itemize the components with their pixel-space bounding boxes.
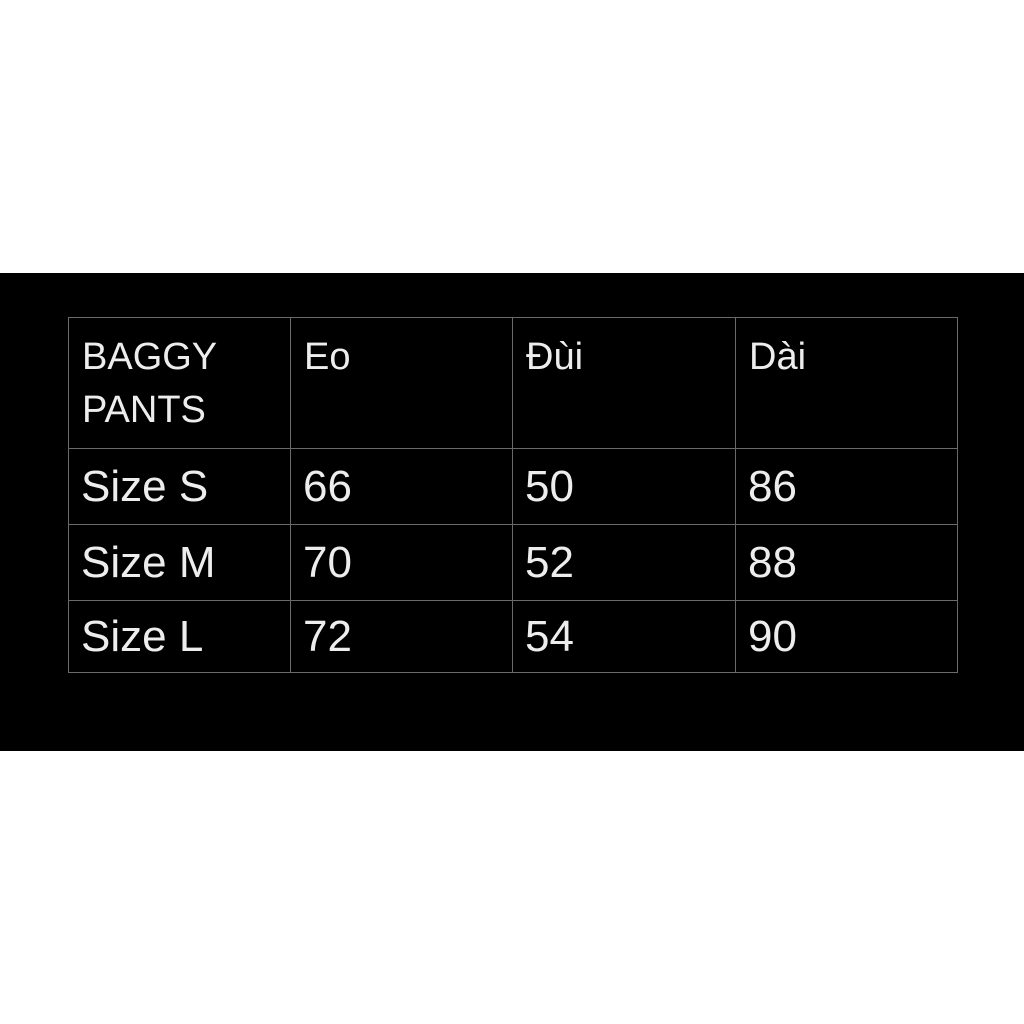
cell-size-s-dui: 50: [512, 448, 736, 525]
cell-size-s-dai: 86: [735, 448, 958, 525]
table-row-size-s: Size S 66 50 86: [68, 448, 958, 525]
row-label-size-l: Size L: [68, 600, 291, 673]
cell-size-l-eo: 72: [290, 600, 513, 673]
cell-size-m-dui: 52: [512, 524, 736, 601]
cell-size-s-eo: 66: [290, 448, 513, 525]
size-chart-header-row: BAGGY PANTS Eo Đùi Dài: [68, 317, 958, 449]
col-header-waist-eo: Eo: [290, 317, 513, 449]
table-row-size-m: Size M 70 52 88: [68, 524, 958, 601]
cell-size-l-dui: 54: [512, 600, 736, 673]
cell-size-m-dai: 88: [735, 524, 958, 601]
cell-size-m-eo: 70: [290, 524, 513, 601]
col-header-thigh-dui: Đùi: [512, 317, 736, 449]
col-header-product-name: BAGGY PANTS: [68, 317, 291, 449]
size-chart-table: BAGGY PANTS Eo Đùi Dài Size S 66 50 86 S…: [68, 317, 958, 673]
row-label-size-s: Size S: [68, 448, 291, 525]
row-label-size-m: Size M: [68, 524, 291, 601]
cell-size-l-dai: 90: [735, 600, 958, 673]
product-image-band: BAGGY PANTS Eo Đùi Dài Size S 66 50 86 S…: [0, 273, 1024, 751]
col-header-length-dai: Dài: [735, 317, 958, 449]
table-row-size-l: Size L 72 54 90: [68, 600, 958, 673]
